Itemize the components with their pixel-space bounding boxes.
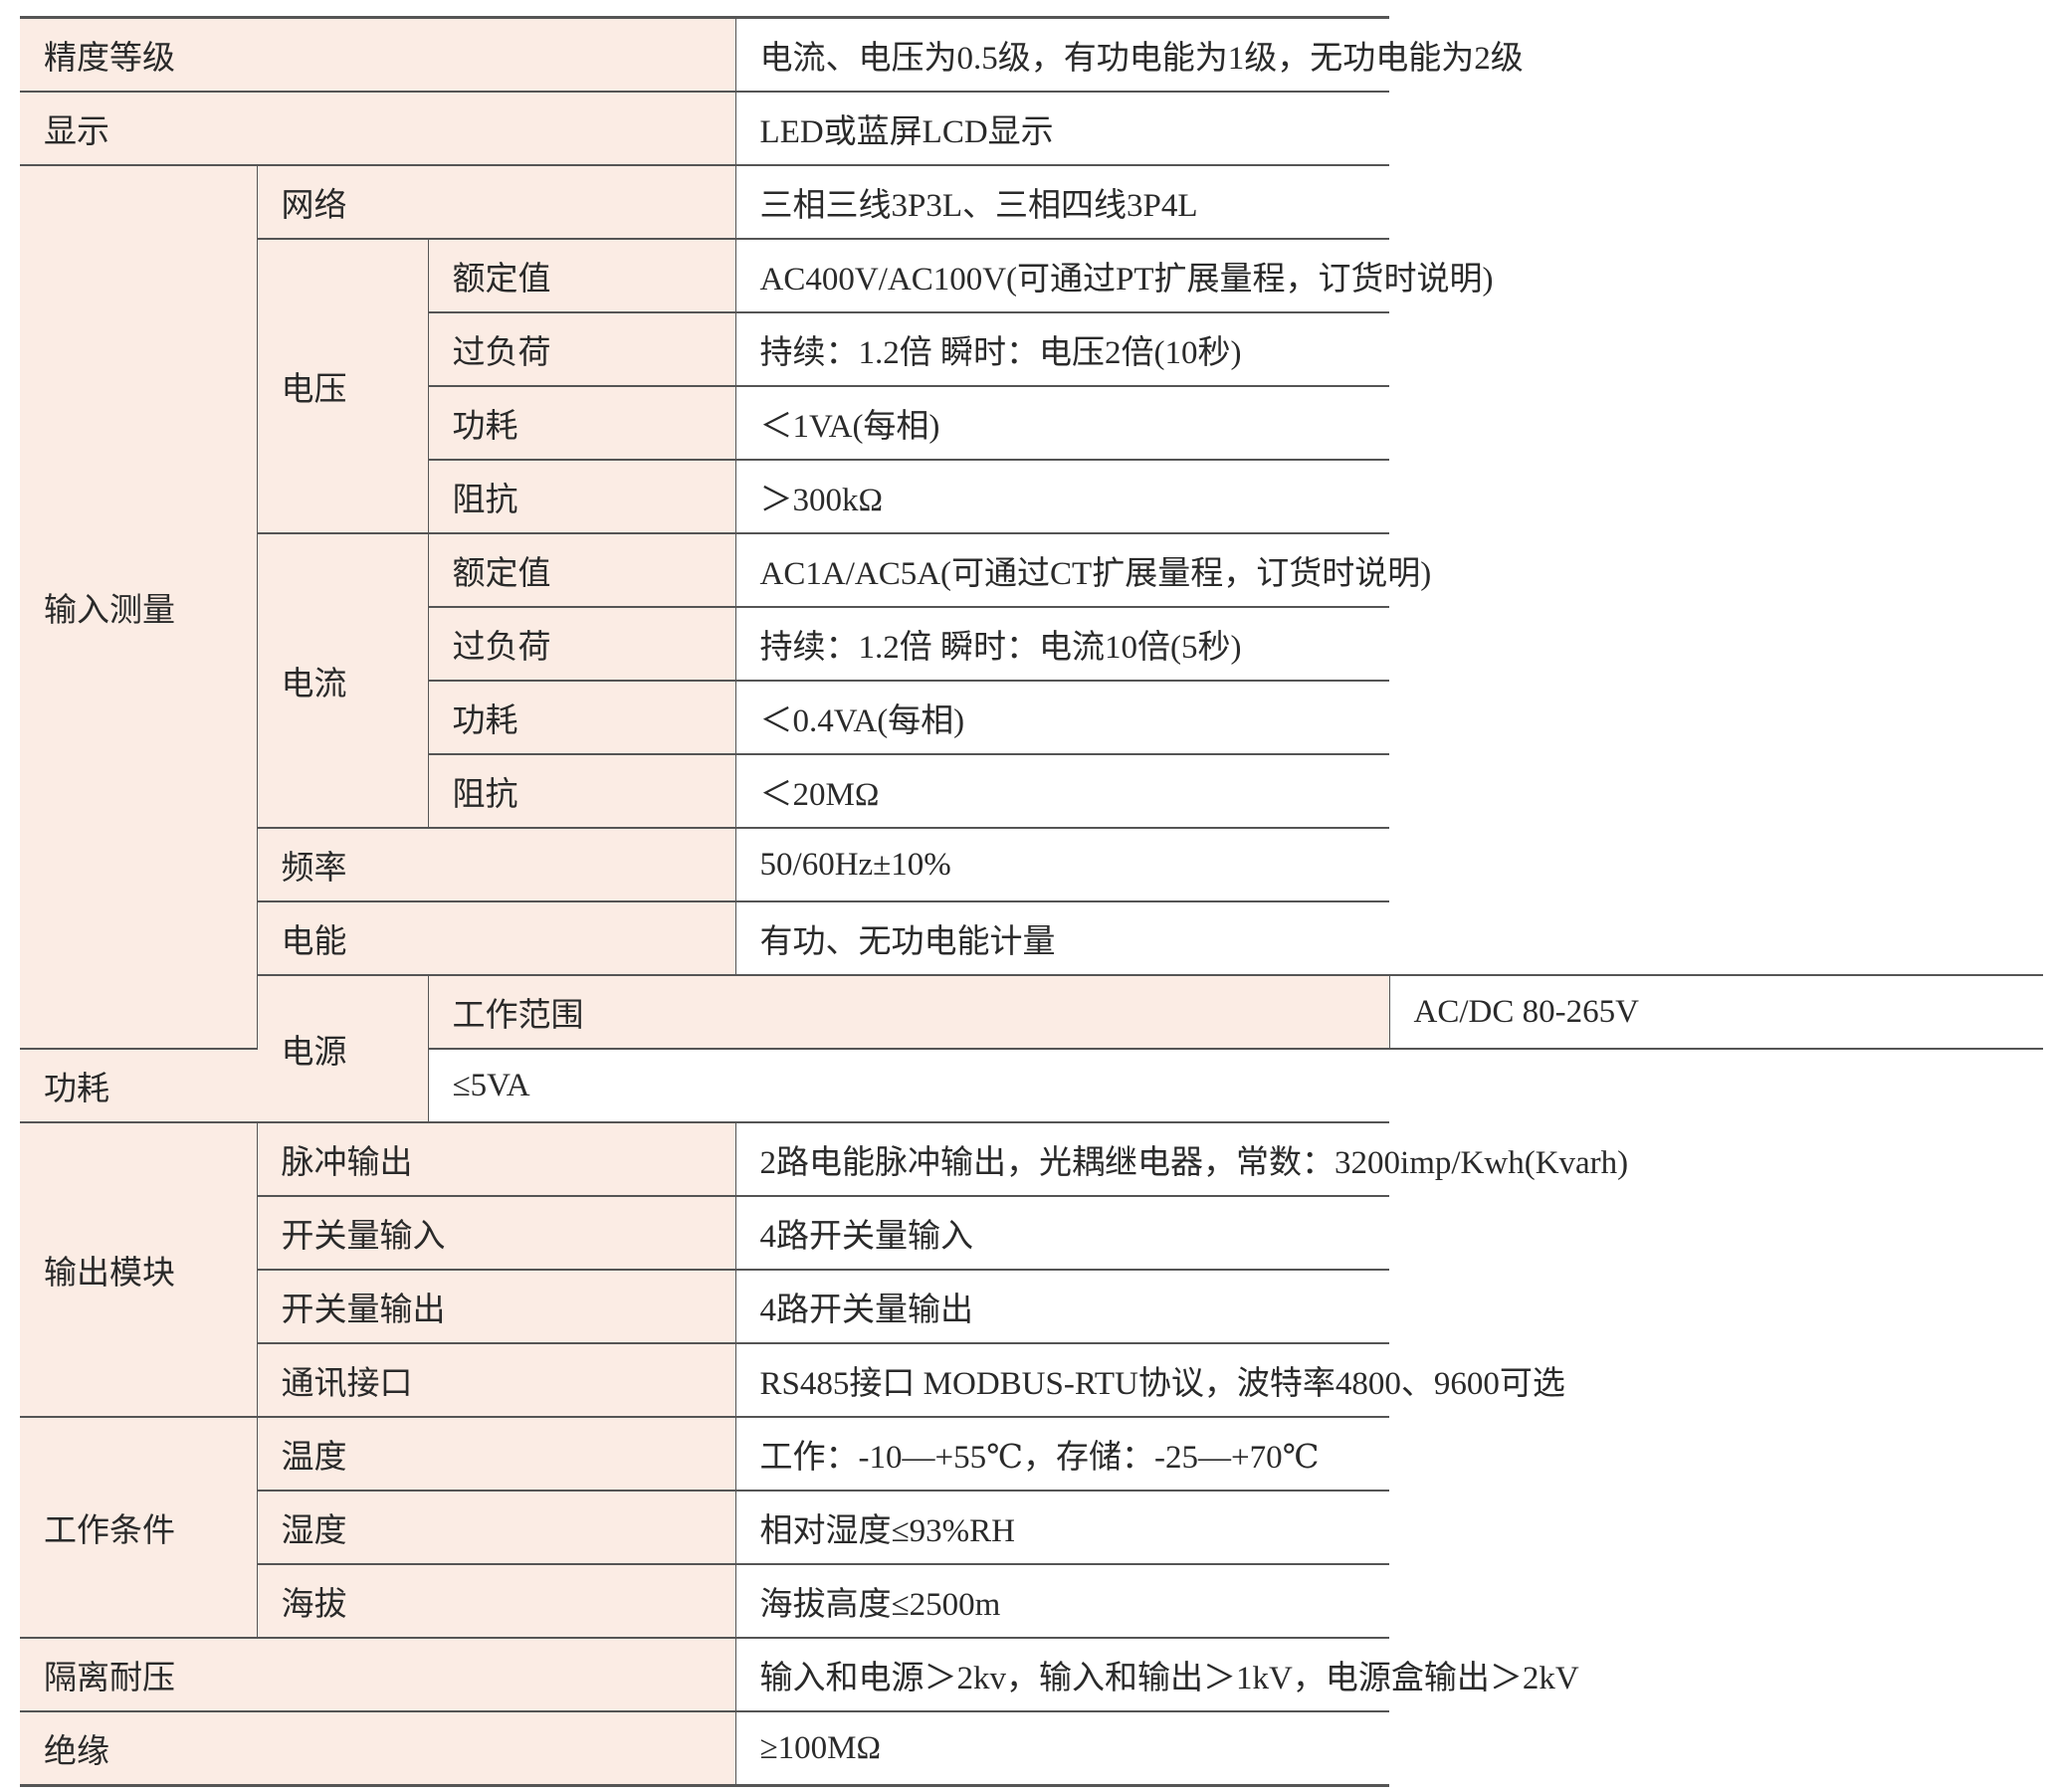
parameter-value: ＞300kΩ bbox=[734, 459, 1390, 534]
parameter-label: 温度 bbox=[257, 1416, 736, 1492]
table-row: 功耗 ＜0.4VA(每相) bbox=[20, 680, 2043, 755]
parameter-value: 持续：1.2倍 瞬时：电压2倍(10秒) bbox=[734, 311, 1390, 387]
parameter-value: 电流、电压为0.5级，有功电能为1级，无功电能为2级 bbox=[734, 16, 1524, 93]
subgroup-label: 电流 bbox=[257, 532, 429, 829]
parameter-label: 功耗 bbox=[20, 1048, 429, 1123]
parameter-label: 绝缘 bbox=[20, 1710, 736, 1787]
table-row: 通讯接口 RS485接口 MODBUS-RTU协议，波特率4800、9600可选 bbox=[20, 1342, 2043, 1418]
parameter-label: 精度等级 bbox=[20, 16, 736, 93]
parameter-label: 开关量输入 bbox=[257, 1195, 736, 1271]
table-row: 湿度 相对湿度≤93%RH bbox=[20, 1490, 2043, 1565]
spec-table: 精度等级 电流、电压为0.5级，有功电能为1级，无功电能为2级 显示 LED或蓝屏LC… bbox=[20, 16, 2043, 1787]
table-row: 过负荷 持续：1.2倍 瞬时：电压2倍(10秒) bbox=[20, 311, 2043, 387]
table-row: 电压 额定值 AC400V/AC100V(可通过PT扩展量程，订货时说明) bbox=[20, 238, 2043, 534]
table-row: 频率 50/60Hz±10% bbox=[20, 827, 2043, 902]
parameter-value: ＜0.4VA(每相) bbox=[734, 680, 1390, 755]
table-row: 隔离耐压 输入和电源＞2kv，输入和输出＞1kV，电源盒输出＞2kV bbox=[20, 1637, 2043, 1712]
group-label: 工作条件 bbox=[20, 1416, 258, 1639]
parameter-value: ≤5VA bbox=[427, 1048, 736, 1123]
parameter-label: 过负荷 bbox=[428, 606, 736, 682]
parameter-label: 过负荷 bbox=[428, 311, 736, 387]
parameter-value: RS485接口 MODBUS-RTU协议，波特率4800、9600可选 bbox=[734, 1342, 1565, 1418]
parameter-label: 阻抗 bbox=[428, 753, 736, 829]
parameter-label: 频率 bbox=[257, 827, 736, 902]
parameter-value: 工作：-10—+55℃，存储：-25—+70℃ bbox=[734, 1416, 1390, 1492]
parameter-label: 通讯接口 bbox=[257, 1342, 736, 1418]
parameter-label: 功耗 bbox=[428, 385, 736, 461]
parameter-value: 持续：1.2倍 瞬时：电流10倍(5秒) bbox=[734, 606, 1390, 682]
table-row: 开关量输出 4路开关量输出 bbox=[20, 1269, 2043, 1344]
parameter-label: 脉冲输出 bbox=[257, 1121, 736, 1197]
parameter-value: 海拔高度≤2500m bbox=[734, 1563, 1390, 1639]
parameter-value: 三相三线3P3L、三相四线3P4L bbox=[734, 164, 1390, 240]
parameter-label: 阻抗 bbox=[428, 459, 736, 534]
subgroup-label: 电压 bbox=[257, 238, 429, 534]
parameter-label: 网络 bbox=[257, 164, 736, 240]
parameter-value: 有功、无功电能计量 bbox=[734, 900, 1390, 976]
parameter-label: 开关量输出 bbox=[257, 1269, 736, 1344]
parameter-label: 隔离耐压 bbox=[20, 1637, 736, 1712]
table-row: 精度等级 电流、电压为0.5级，有功电能为1级，无功电能为2级 bbox=[20, 16, 2043, 93]
parameter-value: AC/DC 80-265V bbox=[1388, 974, 2043, 1050]
parameter-label: 湿度 bbox=[257, 1490, 736, 1565]
table-row: 功耗 ≤5VA bbox=[20, 1048, 2043, 1123]
table-row: 显示 LED或蓝屏LCD显示 bbox=[20, 91, 2043, 166]
parameter-value: 4路开关量输入 bbox=[734, 1195, 1390, 1271]
parameter-value: 相对湿度≤93%RH bbox=[734, 1490, 1390, 1565]
parameter-label: 显示 bbox=[20, 91, 736, 166]
table-row: 功耗 ＜1VA(每相) bbox=[20, 385, 2043, 461]
group-label: 输入测量 bbox=[20, 164, 258, 1050]
table-row: 阻抗 ＜20MΩ bbox=[20, 753, 2043, 829]
parameter-value: ＜1VA(每相) bbox=[734, 385, 1390, 461]
table-row: 海拔 海拔高度≤2500m bbox=[20, 1563, 2043, 1639]
table-row: 开关量输入 4路开关量输入 bbox=[20, 1195, 2043, 1271]
parameter-label: 额定值 bbox=[428, 238, 736, 313]
table-row: 过负荷 持续：1.2倍 瞬时：电流10倍(5秒) bbox=[20, 606, 2043, 682]
parameter-value: AC400V/AC100V(可通过PT扩展量程，订货时说明) bbox=[734, 238, 1494, 313]
parameter-value: LED或蓝屏LCD显示 bbox=[734, 91, 1390, 166]
parameter-label: 功耗 bbox=[428, 680, 736, 755]
table-row: 电源 工作范围 AC/DC 80-265V bbox=[20, 974, 2043, 1123]
parameter-label: 电能 bbox=[257, 900, 736, 976]
parameter-label: 海拔 bbox=[257, 1563, 736, 1639]
parameter-label: 额定值 bbox=[428, 532, 736, 608]
table-row: 绝缘 ≥100MΩ bbox=[20, 1710, 2043, 1787]
parameter-value: ≥100MΩ bbox=[734, 1710, 1390, 1787]
parameter-value: 4路开关量输出 bbox=[734, 1269, 1390, 1344]
parameter-value: AC1A/AC5A(可通过CT扩展量程，订货时说明) bbox=[734, 532, 1431, 608]
table-row: 工作条件 温度 工作：-10—+55℃，存储：-25—+70℃ bbox=[20, 1416, 2043, 1639]
parameter-value: 50/60Hz±10% bbox=[734, 827, 1390, 902]
parameter-label: 工作范围 bbox=[428, 974, 1390, 1050]
parameter-value: 2路电能脉冲输出，光耦继电器，常数：3200imp/Kwh(Kvarh) bbox=[734, 1121, 1628, 1197]
table-row: 阻抗 ＞300kΩ bbox=[20, 459, 2043, 534]
table-row: 电能 有功、无功电能计量 bbox=[20, 900, 2043, 976]
group-label: 输出模块 bbox=[20, 1121, 258, 1418]
table-row: 输入测量 网络 三相三线3P3L、三相四线3P4L bbox=[20, 164, 2043, 1050]
table-row: 电流 额定值 AC1A/AC5A(可通过CT扩展量程，订货时说明) bbox=[20, 532, 2043, 829]
parameter-value: 输入和电源＞2kv，输入和输出＞1kV，电源盒输出＞2kV bbox=[734, 1637, 1579, 1712]
parameter-value: ＜20MΩ bbox=[734, 753, 1390, 829]
table-row: 输出模块 脉冲输出 2路电能脉冲输出，光耦继电器，常数：3200imp/Kwh(Kv… bbox=[20, 1121, 2043, 1418]
